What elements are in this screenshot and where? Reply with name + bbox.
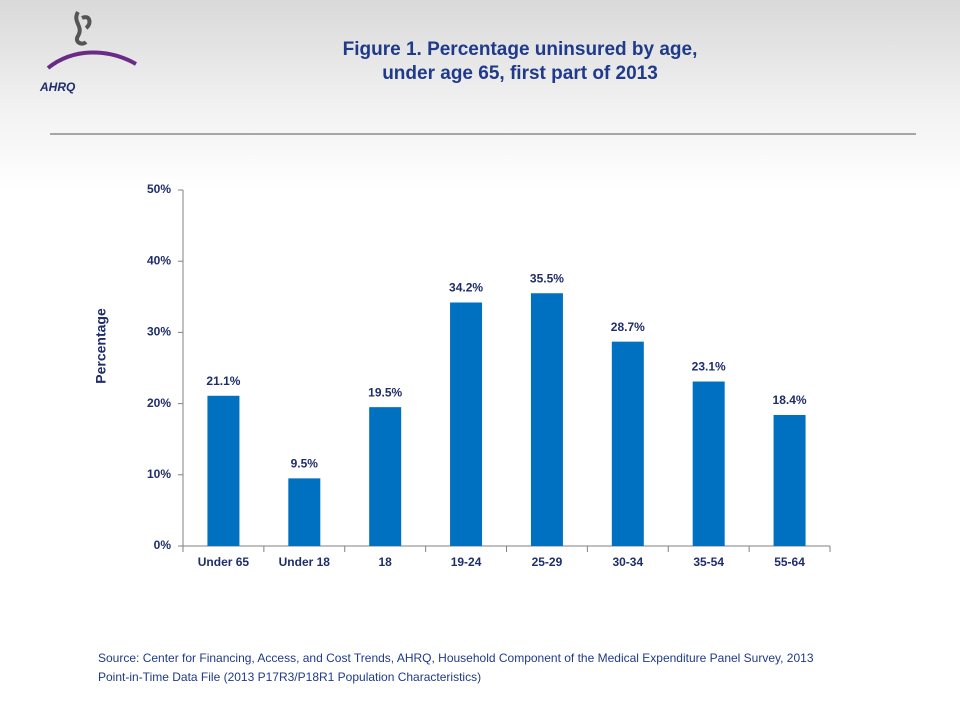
bar [773,414,806,546]
x-tick-label: 35-54 [693,555,724,569]
source-note: Source: Center for Financing, Access, an… [98,651,814,684]
x-tick-label: 25-29 [532,555,563,569]
x-tick-label: 55-64 [774,555,805,569]
y-tick-label: 0% [154,538,172,552]
bar [369,407,402,546]
value-label: 34.2% [449,281,483,295]
y-tick-label: 40% [147,253,171,267]
x-tick-label: 18 [379,555,393,569]
y-tick-label: 30% [147,325,171,339]
value-label: 28.7% [611,320,645,334]
x-tick-label: Under 65 [198,555,250,569]
value-label: 23.1% [692,360,726,374]
y-axis-label: Percentage [93,308,109,384]
value-label: 19.5% [368,385,402,399]
value-label: 21.1% [206,374,240,388]
y-tick-label: 10% [147,467,171,481]
y-tick-label: 50% [147,182,171,196]
bar [450,302,483,546]
bar [692,381,725,546]
value-label: 18.4% [773,393,807,407]
bar [207,395,240,546]
value-label: 9.5% [291,457,319,471]
bar [530,293,563,546]
bar [611,341,644,546]
logo-swoosh [46,50,137,70]
divider [50,133,916,135]
title-line: under age 65, first part of 2013 [382,63,658,84]
value-label: 35.5% [530,271,564,285]
bar [288,478,321,546]
logo-emblem [74,10,92,46]
x-tick-label: 30-34 [612,555,643,569]
title-line: Figure 1. Percentage uninsured by age, [342,39,698,60]
chart-title: Figure 1. Percentage uninsured by age, u… [240,38,800,86]
y-tick-label: 20% [147,396,171,410]
logo: AHRQ [39,10,137,94]
logo-text: AHRQ [39,80,76,94]
x-tick-label: 19-24 [451,555,482,569]
x-tick-label: Under 18 [279,555,331,569]
